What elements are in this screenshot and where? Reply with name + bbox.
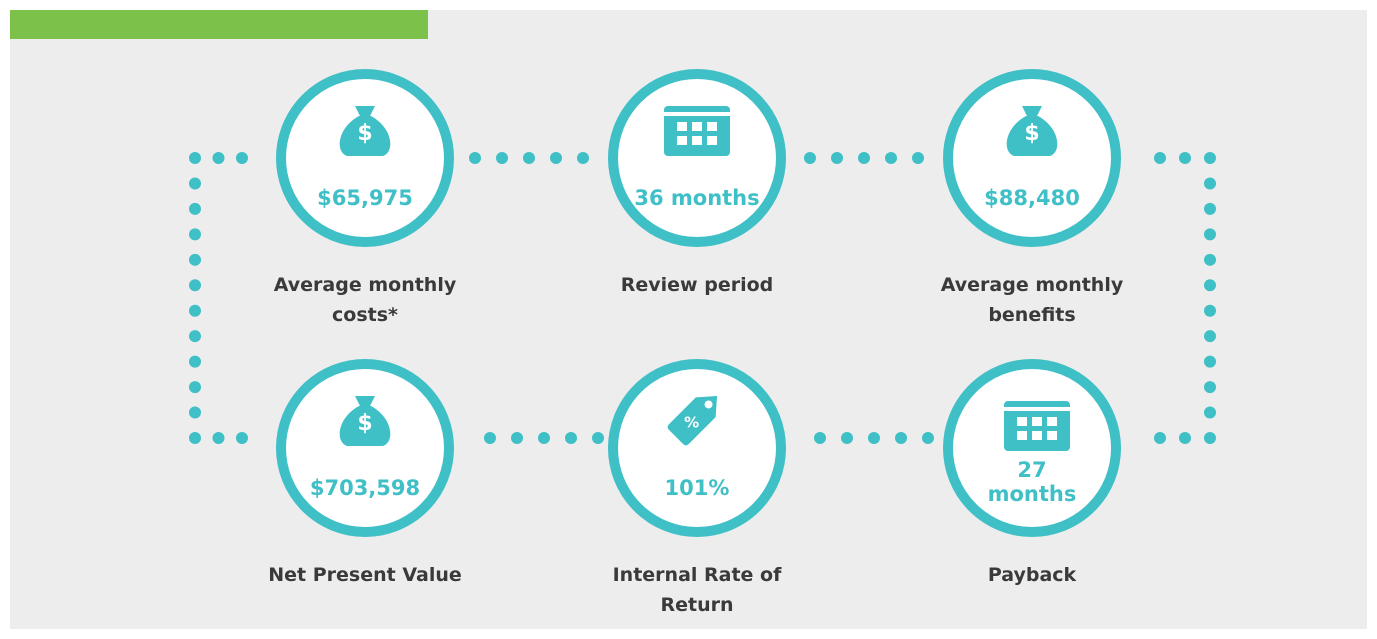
connector-dot [1154, 152, 1166, 164]
connector-dot [523, 152, 535, 164]
connector-dot [189, 177, 201, 190]
item-value: $88,480 [984, 186, 1080, 210]
connector-dot [212, 432, 225, 444]
connector-dot [895, 432, 907, 444]
connector-dot [577, 152, 589, 164]
money-bag-icon: $ [339, 396, 391, 446]
item-label: Average monthly benefits [940, 274, 1124, 326]
svg-text:$: $ [357, 121, 372, 146]
connector-dot [1204, 279, 1216, 292]
item-value: 101% [664, 476, 730, 500]
connector-dot [189, 406, 201, 419]
connector-dot [538, 432, 550, 444]
connector-dot [189, 432, 201, 444]
connector-dot [831, 152, 843, 164]
item-label: Internal Rate of Return [612, 564, 782, 616]
header-bar [10, 10, 428, 39]
connector-dot [1204, 228, 1216, 241]
connector-dot [189, 330, 201, 343]
svg-text:$: $ [1024, 121, 1039, 146]
connector-dot [858, 152, 870, 164]
connector-dot [885, 152, 897, 164]
connector-dot [189, 279, 201, 292]
connector-dot [189, 381, 201, 394]
item-value: 36 months [634, 186, 760, 210]
connector-dot [236, 432, 248, 444]
item-ring [608, 69, 786, 247]
connector-dot [189, 152, 201, 164]
connector-dot [804, 152, 816, 164]
connector-dot [922, 432, 934, 444]
connector-dot [236, 152, 248, 164]
calendar-icon [1004, 401, 1070, 451]
connector-dot [189, 304, 201, 317]
svg-text:%: % [684, 413, 699, 431]
calendar-icon [664, 106, 730, 156]
connector-dot [565, 432, 577, 444]
item-label: Review period [620, 274, 774, 296]
connector-dot [814, 432, 826, 444]
connector-dot [469, 152, 481, 164]
connector-dot [189, 253, 201, 266]
item-ring [608, 359, 786, 537]
connector-dot [189, 202, 201, 215]
connector-dot [212, 152, 225, 164]
item-ring [943, 69, 1121, 247]
connector-dot [1179, 432, 1191, 444]
dotted-connectors [189, 152, 1216, 444]
connector-dot [1154, 432, 1166, 444]
svg-text:$: $ [357, 411, 372, 436]
connector-dot [1204, 202, 1216, 215]
item-label: Payback [987, 564, 1077, 586]
connector-dot [1204, 432, 1216, 444]
connector-dot [592, 432, 604, 444]
connector-dot [1204, 330, 1216, 343]
item-value: 27 months [987, 458, 1077, 506]
connector-dot [484, 432, 496, 444]
connector-dot [841, 432, 853, 444]
rings [276, 69, 1121, 537]
connector-dot [496, 152, 508, 164]
connector-dot [1204, 253, 1216, 266]
money-bag-icon: $ [1006, 106, 1058, 156]
connector-dot [1204, 177, 1216, 190]
connector-dot [1204, 406, 1216, 419]
connector-dot [511, 432, 523, 444]
connector-dot [189, 355, 201, 368]
connector-dot [1204, 381, 1216, 394]
item-value: $703,598 [309, 476, 421, 500]
connector-dot [912, 152, 924, 164]
connector-dot [1204, 152, 1216, 164]
money-bag-icon: $ [339, 106, 391, 156]
connector-dot [1204, 355, 1216, 368]
connector-dot [1204, 304, 1216, 317]
icons: $ $ $ % [339, 106, 1070, 451]
connector-dot [868, 432, 880, 444]
item-ring [276, 359, 454, 537]
item-label: Average monthly costs* [273, 274, 457, 326]
connector-dot [189, 228, 201, 241]
item-ring [276, 69, 454, 247]
tag-icon: % [667, 395, 718, 446]
item-value: $65,975 [317, 186, 413, 210]
connector-dot [550, 152, 562, 164]
connector-dot [1179, 152, 1191, 164]
item-label: Net Present Value [268, 564, 462, 586]
